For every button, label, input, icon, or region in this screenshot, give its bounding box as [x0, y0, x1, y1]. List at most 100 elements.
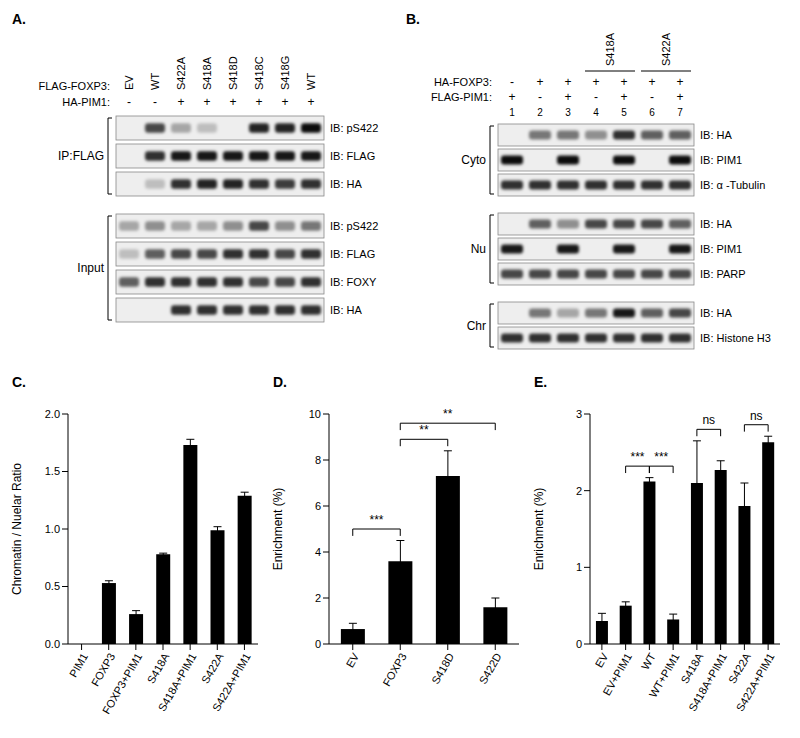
svg-text:Input: Input — [77, 261, 104, 275]
svg-text:-: - — [650, 90, 654, 104]
svg-text:IB: FLAG: IB: FLAG — [330, 150, 375, 162]
svg-text:S418C: S418C — [253, 56, 265, 90]
svg-text:WT: WT — [149, 73, 161, 90]
svg-text:S422A: S422A — [175, 56, 187, 90]
svg-text:2: 2 — [576, 485, 582, 497]
svg-text:+: + — [648, 75, 655, 89]
svg-text:IB: PIM1: IB: PIM1 — [700, 154, 742, 166]
svg-text:IB: HA: IB: HA — [330, 304, 362, 316]
svg-text:FLAG-FOXP3:: FLAG-FOXP3: — [38, 80, 110, 92]
svg-text:0: 0 — [315, 638, 321, 650]
svg-text:S418A: S418A — [201, 56, 213, 90]
svg-text:Chr: Chr — [467, 319, 486, 333]
svg-text:FOXP3+PIM1: FOXP3+PIM1 — [100, 651, 144, 716]
svg-text:S422A+PIM1: S422A+PIM1 — [734, 651, 777, 713]
svg-text:4: 4 — [315, 546, 321, 558]
svg-text:***: *** — [654, 450, 668, 464]
svg-text:3: 3 — [576, 408, 582, 420]
svg-text:4: 4 — [593, 107, 599, 118]
svg-text:A.: A. — [12, 11, 26, 27]
svg-text:+: + — [676, 90, 683, 104]
svg-text:**: ** — [419, 423, 429, 437]
svg-text:EV: EV — [123, 75, 135, 90]
svg-text:S418A: S418A — [604, 32, 616, 66]
svg-text:EV: EV — [344, 650, 362, 669]
svg-text:B.: B. — [406, 11, 420, 27]
svg-text:S422D: S422D — [477, 651, 504, 686]
svg-text:IB: HA: IB: HA — [330, 178, 362, 190]
svg-text:-: - — [153, 95, 157, 109]
svg-text:3: 3 — [565, 107, 571, 118]
svg-text:1.0: 1.0 — [45, 523, 60, 535]
svg-text:S422A: S422A — [199, 650, 226, 685]
svg-text:Nu: Nu — [471, 242, 486, 256]
svg-text:Cyto: Cyto — [461, 153, 486, 167]
svg-text:S418D: S418D — [227, 56, 239, 90]
svg-text:2: 2 — [537, 107, 543, 118]
svg-text:+: + — [229, 95, 236, 109]
svg-text:Enrichment (%): Enrichment (%) — [271, 488, 285, 571]
svg-text:WT: WT — [305, 73, 317, 90]
svg-text:IB: HA: IB: HA — [700, 307, 732, 319]
svg-text:IB: α -Tubulin: IB: α -Tubulin — [700, 179, 765, 191]
svg-text:+: + — [620, 75, 627, 89]
svg-text:IB: HA: IB: HA — [700, 218, 732, 230]
svg-text:S418A+PIM1: S418A+PIM1 — [686, 651, 729, 713]
svg-text:HA-PIM1:: HA-PIM1: — [62, 96, 110, 108]
svg-text:5: 5 — [621, 107, 627, 118]
svg-text:-: - — [594, 90, 598, 104]
svg-text:6: 6 — [315, 500, 321, 512]
svg-text:-: - — [538, 90, 542, 104]
svg-text:S418A+PIM1: S418A+PIM1 — [156, 651, 199, 713]
svg-text:HA-FOXP3:: HA-FOXP3: — [434, 76, 492, 88]
svg-text:WT: WT — [639, 651, 658, 672]
svg-text:IP:FLAG: IP:FLAG — [58, 149, 104, 163]
svg-text:S418G: S418G — [279, 56, 291, 90]
svg-text:IB: HA: IB: HA — [700, 129, 732, 141]
svg-text:1: 1 — [576, 561, 582, 573]
svg-text:FLAG-PIM1:: FLAG-PIM1: — [431, 91, 492, 103]
svg-text:+: + — [564, 75, 571, 89]
svg-text:***: *** — [630, 450, 644, 464]
svg-text:FOXP3: FOXP3 — [380, 651, 408, 688]
svg-text:0.0: 0.0 — [45, 638, 60, 650]
svg-text:FOXP3: FOXP3 — [89, 651, 117, 688]
svg-text:0.5: 0.5 — [45, 580, 60, 592]
svg-text:EV+PIM1: EV+PIM1 — [600, 651, 634, 698]
svg-text:2: 2 — [315, 592, 321, 604]
svg-text:+: + — [592, 75, 599, 89]
svg-text:S422A+PIM1: S422A+PIM1 — [210, 651, 253, 713]
svg-text:2.0: 2.0 — [45, 408, 60, 420]
svg-text:0: 0 — [576, 638, 582, 650]
svg-text:+: + — [177, 95, 184, 109]
svg-text:WT+PIM1: WT+PIM1 — [647, 651, 682, 700]
svg-text:+: + — [536, 75, 543, 89]
svg-text:ns: ns — [702, 413, 715, 427]
svg-text:IB: PARP: IB: PARP — [700, 268, 746, 280]
svg-text:10: 10 — [309, 408, 321, 420]
svg-text:IB: FLAG: IB: FLAG — [330, 248, 375, 260]
svg-text:-: - — [127, 95, 131, 109]
svg-text:IB: pS422: IB: pS422 — [330, 122, 378, 134]
svg-text:**: ** — [443, 407, 453, 421]
svg-text:8: 8 — [315, 454, 321, 466]
svg-text:+: + — [508, 90, 515, 104]
svg-text:***: *** — [369, 513, 383, 527]
svg-text:-: - — [510, 75, 514, 89]
svg-text:+: + — [281, 95, 288, 109]
svg-text:7: 7 — [677, 107, 683, 118]
svg-text:S422A: S422A — [660, 32, 672, 66]
svg-text:+: + — [676, 75, 683, 89]
svg-text:EV: EV — [593, 650, 611, 669]
svg-text:IB: Histone H3: IB: Histone H3 — [700, 332, 771, 344]
svg-text:S418A: S418A — [145, 650, 172, 685]
svg-text:+: + — [255, 95, 262, 109]
svg-text:PIM1: PIM1 — [67, 651, 90, 679]
svg-text:ns: ns — [750, 409, 763, 423]
svg-text:+: + — [564, 90, 571, 104]
svg-text:1: 1 — [509, 107, 515, 118]
svg-text:Chromatin / Nuelar Ratio: Chromatin / Nuelar Ratio — [10, 463, 24, 595]
svg-text:6: 6 — [649, 107, 655, 118]
svg-text:Enrichment (%): Enrichment (%) — [532, 488, 546, 571]
svg-text:IB: FOXY: IB: FOXY — [330, 276, 377, 288]
